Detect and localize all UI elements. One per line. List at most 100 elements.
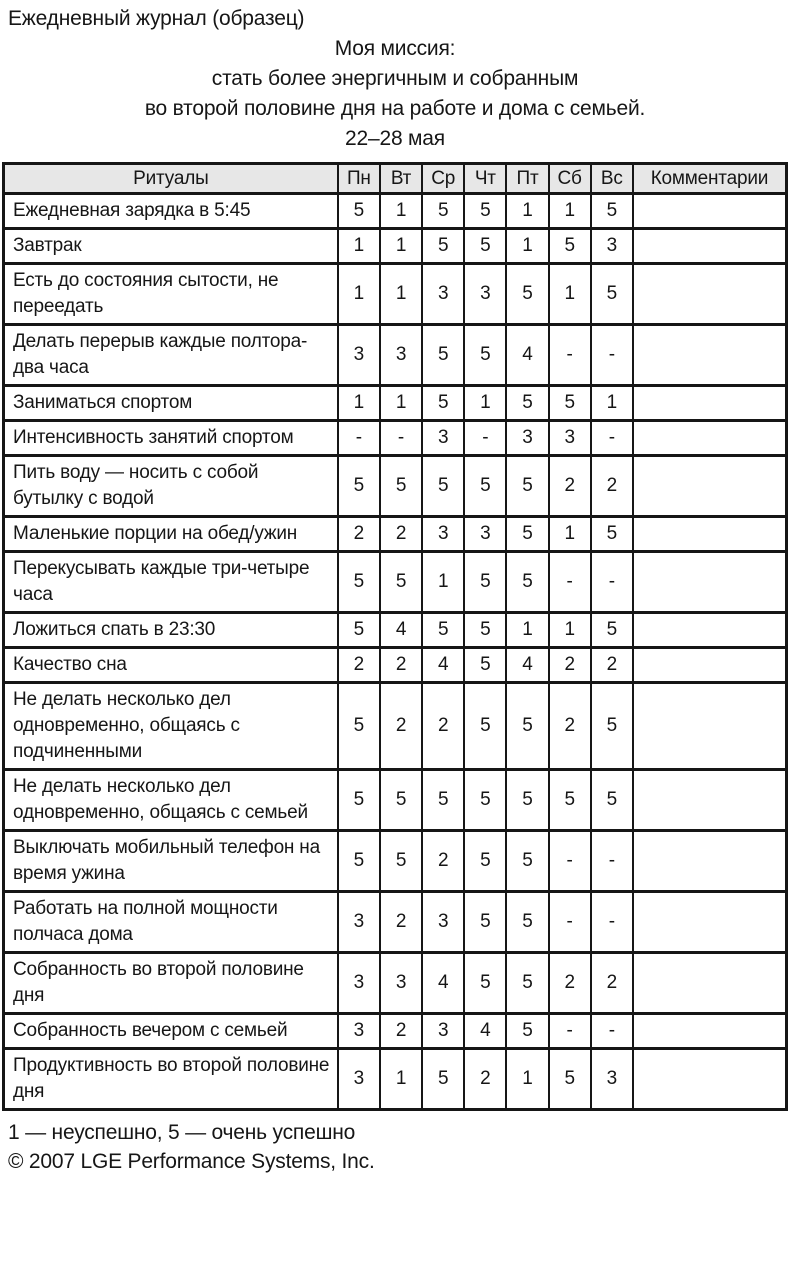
score-cell: 5 — [505, 454, 550, 518]
column-header-mon: Пн — [336, 162, 381, 195]
comment-cell — [631, 1012, 788, 1050]
table-row: Маленькие порции на обед/ужин 2 2 3 3 5 1 5 — [2, 515, 788, 553]
comment-cell — [631, 1047, 788, 1111]
score-cell: 5 — [463, 454, 508, 518]
ritual-cell: Выключать мобильный телефон на время ужи… — [2, 829, 339, 893]
ritual-cell: Не делать несколько дел одновременно, об… — [2, 768, 339, 832]
score-cell: 4 — [505, 646, 550, 684]
score-cell: 1 — [547, 192, 592, 230]
score-cell: 1 — [505, 227, 550, 265]
column-header-sat: Сб — [547, 162, 592, 195]
score-cell: 5 — [547, 768, 592, 832]
score-cell: 5 — [421, 1047, 466, 1111]
footer-block: 1 — неуспешно, 5 — очень успешно © 2007 … — [2, 1118, 788, 1176]
score-cell: 3 — [336, 890, 381, 954]
score-cell: 3 — [336, 323, 381, 387]
score-cell: 5 — [505, 1012, 550, 1050]
score-cell: 5 — [463, 323, 508, 387]
score-cell: 1 — [336, 227, 381, 265]
score-cell: 5 — [378, 829, 424, 893]
score-cell: 5 — [547, 1047, 592, 1111]
score-cell: 3 — [421, 262, 466, 326]
score-cell: - — [547, 829, 592, 893]
comment-cell — [631, 262, 788, 326]
score-cell: 5 — [505, 768, 550, 832]
table-row: Не делать несколько дел одновременно, об… — [2, 768, 788, 832]
score-cell: 5 — [463, 951, 508, 1015]
score-cell: - — [589, 1012, 634, 1050]
journal-table: Ритуалы Пн Вт Ср Чт Пт Сб Вс Комментарии Ежеднев… — [2, 162, 788, 1111]
score-cell: 5 — [463, 768, 508, 832]
journal-table-body: Ежедневная зарядка в 5:45 5 1 5 5 1 1 5 Завтрак 1… — [2, 192, 788, 1111]
column-header-wed: Ср — [421, 162, 466, 195]
column-header-fri: Пт — [505, 162, 550, 195]
table-row: Продуктивность во второй половине дня 3 1 5… — [2, 1047, 788, 1111]
score-cell: 5 — [421, 454, 466, 518]
score-cell: 5 — [378, 454, 424, 518]
ritual-cell: Работать на полной мощности полчаса дома — [2, 890, 339, 954]
legend-text: 1 — неуспешно, 5 — очень успешно — [8, 1121, 356, 1144]
comment-cell — [631, 829, 788, 893]
score-cell: 1 — [589, 384, 634, 422]
comment-cell — [631, 454, 788, 518]
score-cell: 5 — [589, 611, 634, 649]
score-cell: 3 — [378, 323, 424, 387]
score-cell: 2 — [547, 951, 592, 1015]
score-cell: 1 — [547, 262, 592, 326]
score-cell: 5 — [421, 192, 466, 230]
score-cell: 3 — [336, 1012, 381, 1050]
score-cell: 2 — [336, 646, 381, 684]
score-cell: 5 — [505, 829, 550, 893]
score-cell: 4 — [505, 323, 550, 387]
score-cell: 1 — [378, 384, 424, 422]
score-cell: 2 — [378, 1012, 424, 1050]
score-cell: 5 — [547, 384, 592, 422]
table-row: Не делать несколько дел одновременно, об… — [2, 681, 788, 771]
score-cell: 1 — [336, 262, 381, 326]
ritual-cell: Делать перерыв каждые полтора-два часа — [2, 323, 339, 387]
score-cell: 3 — [336, 951, 381, 1015]
score-cell: 5 — [589, 515, 634, 553]
score-cell: 5 — [336, 454, 381, 518]
table-row: Собранность вечером с семьей 3 2 3 4 5- - — [2, 1012, 788, 1050]
score-cell: 1 — [378, 192, 424, 230]
score-cell: - — [463, 419, 508, 457]
comment-cell — [631, 227, 788, 265]
score-cell: 5 — [336, 829, 381, 893]
score-cell: 1 — [378, 262, 424, 326]
score-cell: 3 — [589, 227, 634, 265]
score-cell: 5 — [589, 262, 634, 326]
score-cell: 3 — [463, 515, 508, 553]
column-header-tue: Вт — [378, 162, 424, 195]
score-cell: 1 — [336, 384, 381, 422]
score-cell: - — [589, 890, 634, 954]
column-header-comments: Комментарии — [631, 162, 788, 195]
score-cell: 4 — [463, 1012, 508, 1050]
date-range: 22–28 мая — [345, 127, 445, 150]
score-cell: 5 — [421, 384, 466, 422]
score-cell: - — [336, 419, 381, 457]
comment-cell — [631, 951, 788, 1015]
table-row: Собранность во второй половине дня 3 3 4 5 5 2… — [2, 951, 788, 1015]
comment-cell — [631, 681, 788, 771]
score-cell: 3 — [421, 419, 466, 457]
comment-cell — [631, 323, 788, 387]
score-cell: 4 — [421, 646, 466, 684]
comment-cell — [631, 768, 788, 832]
ritual-cell: Собранность вечером с семьей — [2, 1012, 339, 1050]
score-cell: 5 — [505, 262, 550, 326]
ritual-cell: Не делать несколько дел одновременно, об… — [2, 681, 339, 771]
score-cell: - — [378, 419, 424, 457]
score-cell: 5 — [589, 192, 634, 230]
ritual-cell: Ежедневная зарядка в 5:45 — [2, 192, 339, 230]
ritual-cell: Завтрак — [2, 227, 339, 265]
score-cell: 2 — [378, 681, 424, 771]
copyright-text: © 2007 LGE Performance Systems, Inc. — [8, 1150, 375, 1173]
score-cell: 5 — [336, 681, 381, 771]
column-header-sun: Вс — [589, 162, 634, 195]
score-cell: 5 — [336, 768, 381, 832]
score-cell: 4 — [421, 951, 466, 1015]
score-cell: - — [547, 1012, 592, 1050]
score-cell: 5 — [463, 829, 508, 893]
score-cell: - — [547, 550, 592, 614]
